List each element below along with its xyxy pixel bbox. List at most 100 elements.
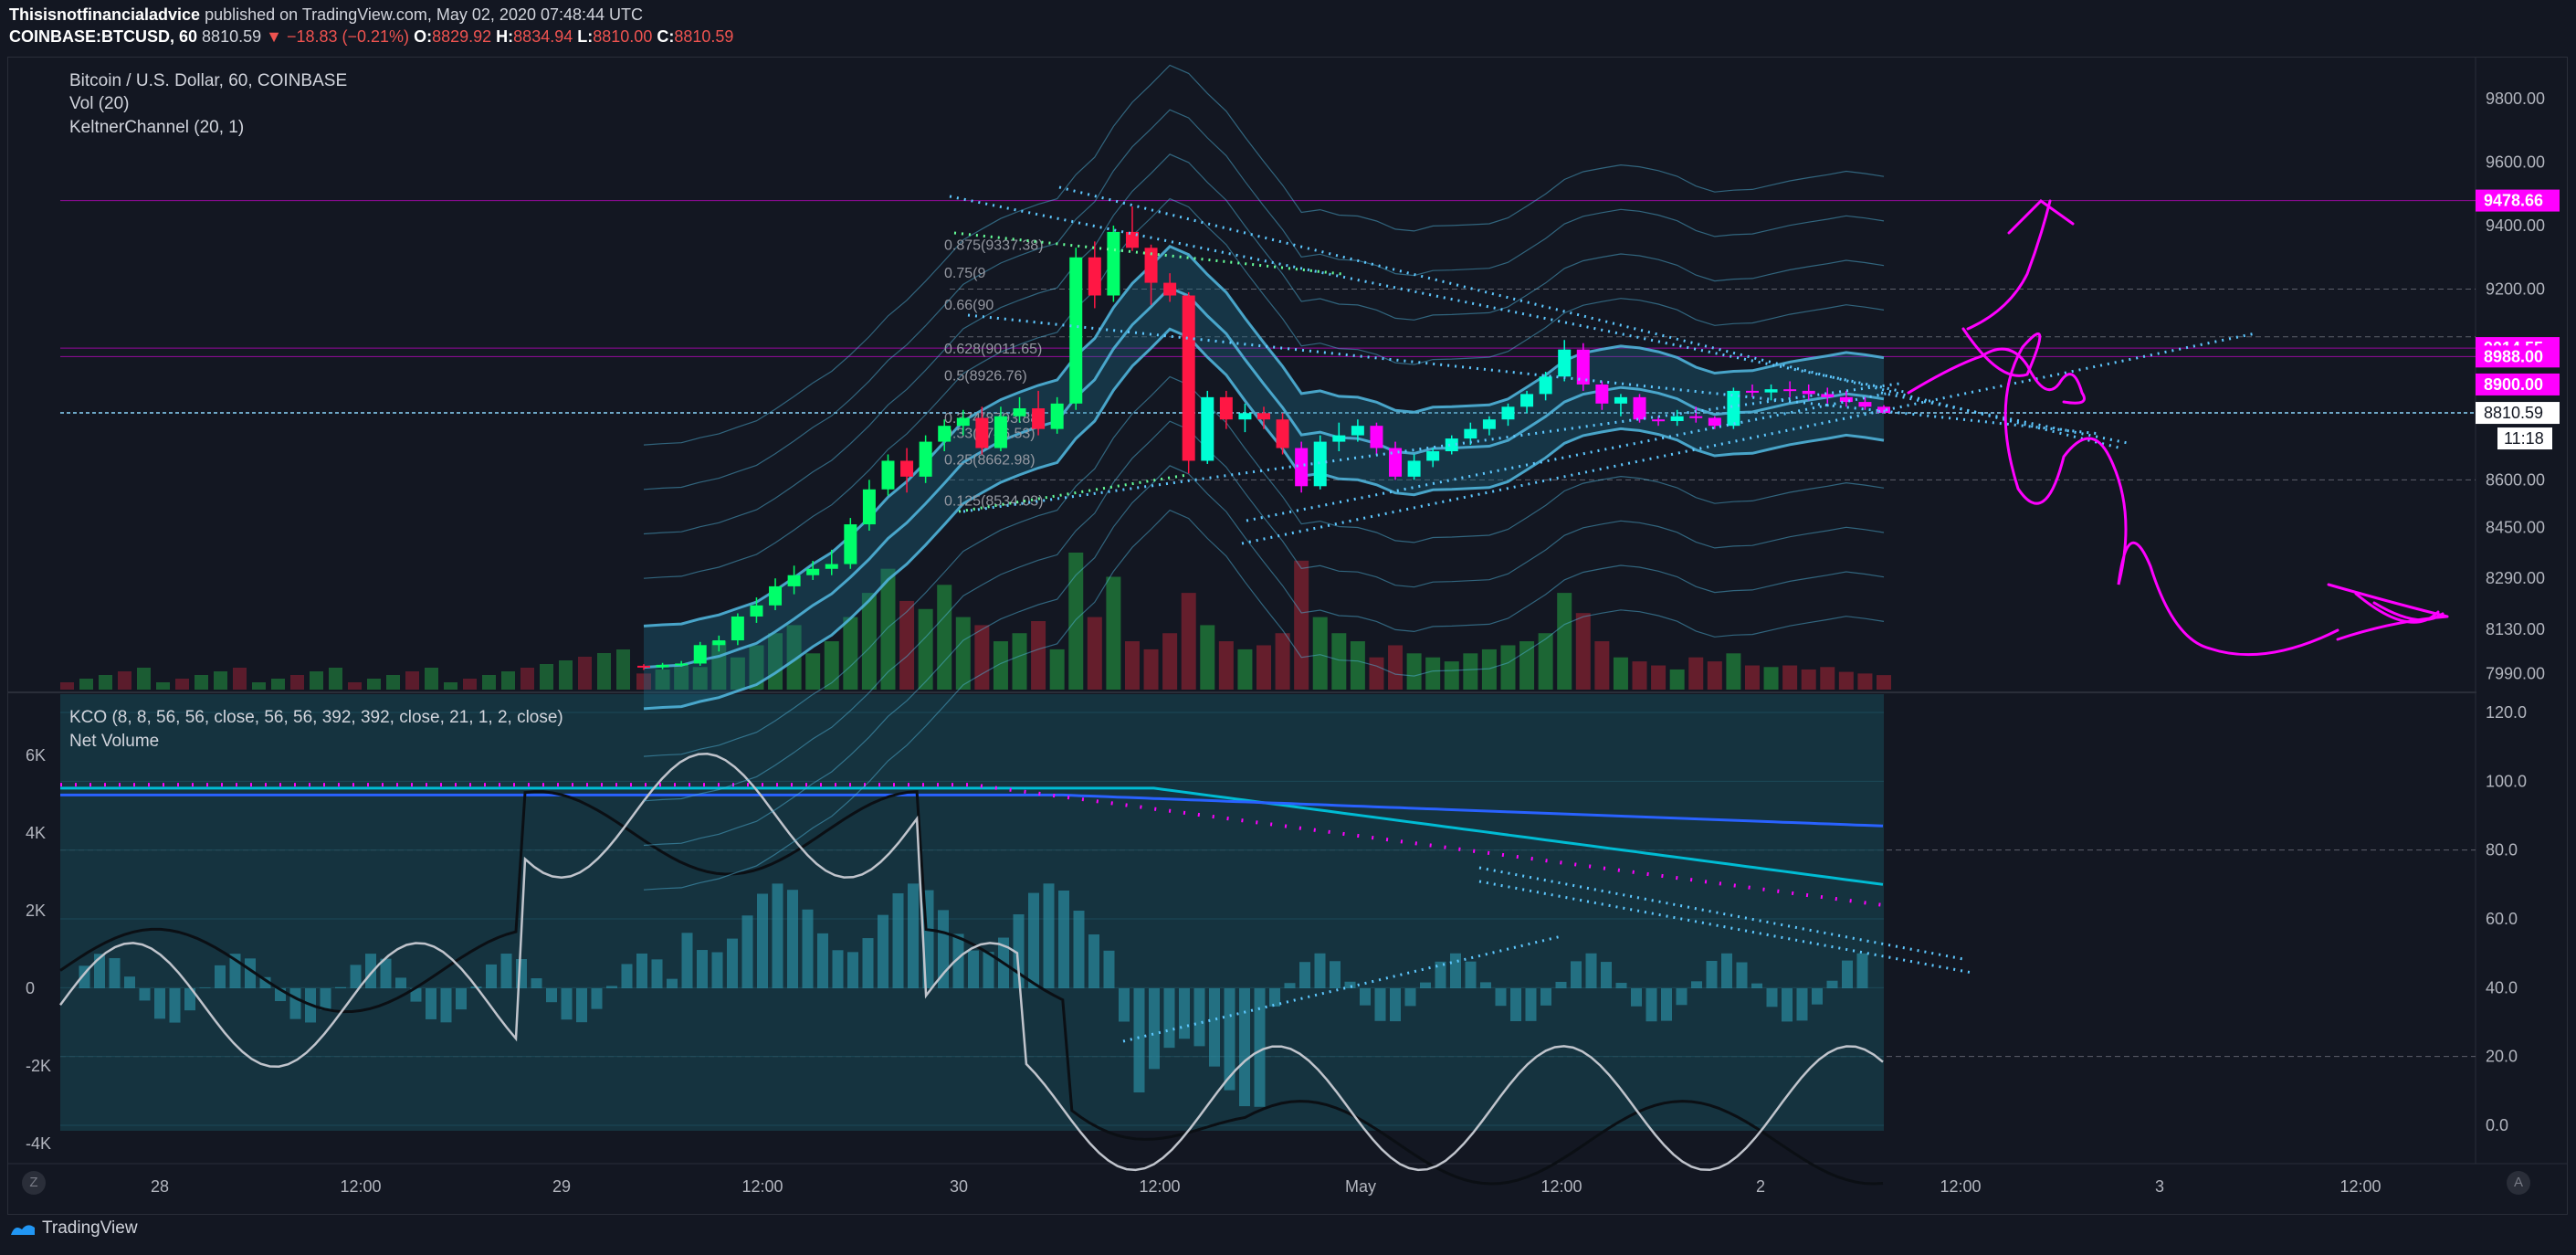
- kco-long-line: [60, 793, 1884, 828]
- candle-body: [1257, 413, 1270, 420]
- volume-bar: [1275, 633, 1290, 690]
- candle-body: [1295, 448, 1309, 487]
- volume-bar: [79, 679, 93, 690]
- net-volume-bar: [1435, 961, 1446, 988]
- price-axis[interactable]: 9800.00 9600.00 9400.00 9200.00 8900.00 8600.…: [2476, 90, 2560, 683]
- volume-bar: [367, 679, 381, 690]
- oscillator-pane-bg: [60, 694, 1884, 1131]
- net-volume-bar: [1073, 911, 1085, 988]
- candle-body: [938, 426, 952, 442]
- net-volume-bar: [1043, 883, 1055, 988]
- volume-bar: [636, 673, 651, 690]
- net-volume-bar: [1209, 988, 1220, 1067]
- projection-drawing: [1966, 199, 2075, 331]
- volume-bar: [1688, 657, 1704, 690]
- net-volume-bar: [1163, 988, 1175, 1049]
- legend-kco[interactable]: KCO (8, 8, 56, 56, close, 56, 56, 392, 3…: [69, 708, 563, 727]
- net-volume-bar: [1390, 988, 1401, 1022]
- net-volume-bar: [878, 914, 888, 988]
- time-axis[interactable]: 28 12:00 29 12:00 30 12:00 May 12:00 2 12:00 3 12:0…: [151, 1177, 2381, 1196]
- net-volume-bar: [983, 952, 994, 988]
- volume-bar: [1669, 669, 1685, 690]
- net-volume-bar: [1661, 988, 1672, 1021]
- publish-info: published on TradingView.com, May 02, 20…: [205, 5, 644, 24]
- legend-net-volume[interactable]: Net Volume: [69, 732, 160, 751]
- volume-bar: [1444, 661, 1459, 690]
- kco-fast-line: [58, 753, 1884, 1172]
- author-name[interactable]: Thisisnotfinancialadvice: [9, 5, 201, 24]
- keltner-band: [643, 286, 1885, 670]
- net-volume-bar: [1736, 962, 1748, 988]
- volume-bar: [310, 671, 323, 690]
- candle-body: [1069, 257, 1083, 404]
- candle-body: [919, 441, 932, 477]
- volume-bar: [156, 682, 170, 690]
- z-button[interactable]: Z: [22, 1171, 46, 1195]
- candle-body: [994, 416, 1007, 448]
- open-value: 8829.92: [432, 27, 492, 46]
- net-volume-bar: [968, 950, 979, 988]
- net-volume-tick: -2K: [26, 1057, 51, 1075]
- net-volume-bar: [1360, 988, 1371, 1006]
- keltner-band: [643, 420, 1885, 802]
- net-volume-bar: [1119, 988, 1130, 1022]
- legend-volume[interactable]: Vol (20): [69, 94, 130, 113]
- volume-bar: [974, 625, 990, 690]
- net-volume-bar: [289, 988, 301, 1019]
- net-volume-bar: [561, 988, 573, 1020]
- candle-body: [1445, 438, 1458, 452]
- symbol[interactable]: COINBASE:BTCUSD, 60: [9, 27, 198, 46]
- net-volume-bar: [1465, 961, 1477, 988]
- legend-symbol[interactable]: Bitcoin / U.S. Dollar, 60, COINBASE: [69, 71, 348, 90]
- candle-body: [1783, 389, 1797, 392]
- net-volume-bar: [938, 910, 949, 988]
- brand-label: TradingView: [42, 1218, 138, 1238]
- volume-bar: [1463, 653, 1478, 690]
- h-label: H:: [496, 27, 514, 46]
- net-volume-bar: [1585, 953, 1597, 988]
- volume-bar: [444, 682, 457, 690]
- volume-bar: [597, 653, 611, 690]
- volume-bar: [214, 671, 227, 690]
- fib-label: 0.628(9011.65): [944, 342, 1042, 357]
- net-volume-bar: [109, 957, 121, 988]
- candle-body: [787, 575, 801, 586]
- price-tick: 8130.00: [2486, 620, 2545, 638]
- candle-body: [712, 640, 726, 646]
- net-volume-bar: [727, 938, 738, 988]
- volume-bar: [918, 608, 933, 690]
- candle-body: [1050, 403, 1064, 429]
- volume-bar: [1575, 613, 1591, 690]
- a-button[interactable]: A: [2507, 1171, 2530, 1195]
- ohlc-header: COINBASE:BTCUSD, 60 8810.59 ▼ −18.83 (−0…: [9, 27, 733, 47]
- low-value: 8810.00: [593, 27, 653, 46]
- volume-bar: [1538, 633, 1553, 690]
- net-volume-bar: [1510, 988, 1521, 1022]
- net-volume-bar: [184, 988, 195, 1011]
- keltner-band: [643, 509, 1885, 891]
- fib-label: 0.75(9: [944, 266, 985, 281]
- volume-bar: [843, 617, 858, 690]
- tradingview-brand[interactable]: TradingView: [9, 1218, 138, 1239]
- legend-keltner[interactable]: KeltnerChannel (20, 1): [69, 118, 245, 137]
- candle-body: [1238, 413, 1252, 420]
- last-price: 8810.59: [202, 27, 262, 46]
- fib-label: 0.33(8746.53): [944, 426, 1036, 441]
- volume-bar: [1369, 657, 1384, 690]
- volume-bar: [233, 668, 247, 690]
- candle-body: [1370, 426, 1383, 448]
- countdown-label: 11:18: [2504, 429, 2544, 448]
- volume-bar: [1049, 649, 1065, 690]
- projection-drawing: [1961, 327, 2339, 657]
- last-price-label: 8810.59: [2484, 404, 2543, 422]
- net-volume-bar: [847, 952, 858, 988]
- candle-body: [1182, 295, 1195, 461]
- net-volume-bar: [667, 978, 678, 988]
- volume-bar: [880, 568, 896, 690]
- candle-body: [1839, 396, 1853, 403]
- l-label: L:: [577, 27, 594, 46]
- volume-bar: [692, 667, 708, 690]
- volume-bar: [1200, 625, 1215, 690]
- price-tick: 9200.00: [2486, 280, 2545, 299]
